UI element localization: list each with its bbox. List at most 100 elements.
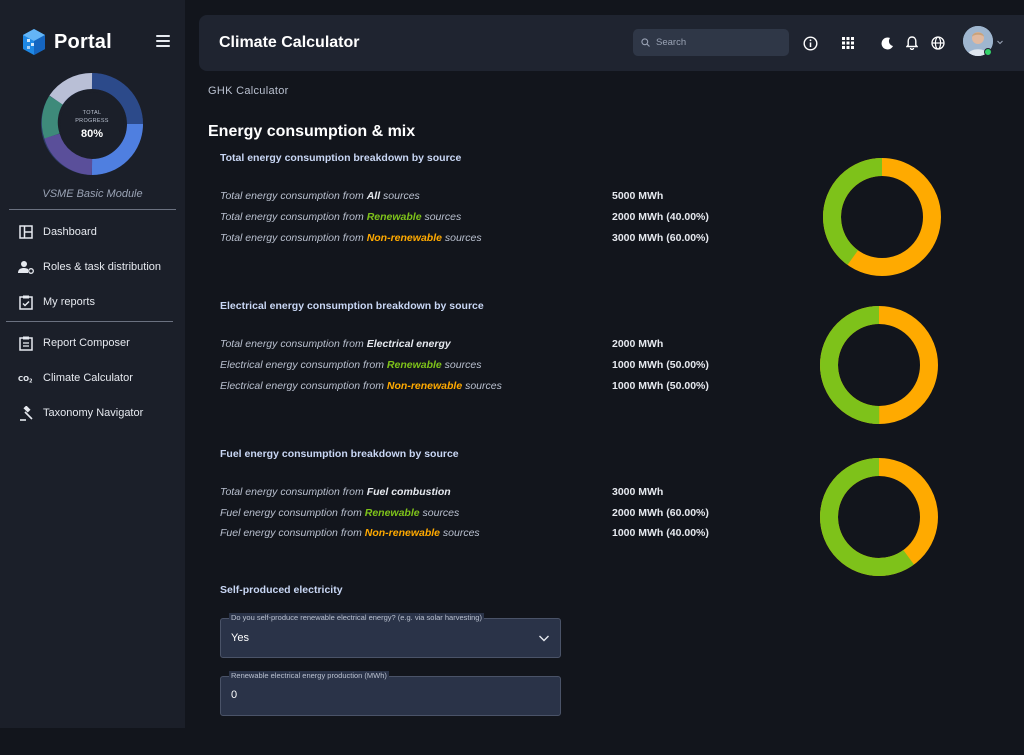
progress-label: TOTAL PROGRESS bbox=[40, 109, 144, 125]
total-row-renewable-label: Total energy consumption from Renewable … bbox=[220, 211, 461, 223]
dashboard-icon bbox=[18, 224, 34, 240]
apps-grid-icon[interactable] bbox=[839, 34, 857, 52]
row-label-prefix: Fuel energy consumption from bbox=[220, 527, 365, 539]
total-row-all-value: 5000 MWh bbox=[612, 190, 664, 202]
brand-name: Portal bbox=[54, 30, 112, 53]
sidebar-item-climate-calculator[interactable]: CO 2 Climate Calculator bbox=[18, 368, 133, 388]
renewable-segment bbox=[820, 306, 938, 424]
svg-text:CO: CO bbox=[18, 375, 29, 383]
chevron-down-icon bbox=[539, 635, 549, 642]
row-label-key: All bbox=[366, 190, 381, 202]
electrical-energy-donut-chart bbox=[820, 306, 938, 424]
fuel-breakdown-title: Fuel energy consumption breakdown by sou… bbox=[220, 448, 459, 460]
menu-toggle-icon[interactable] bbox=[156, 35, 170, 47]
self-produce-select-value: Yes bbox=[231, 632, 249, 644]
sidebar-item-taxonomy-navigator[interactable]: Taxonomy Navigator bbox=[18, 403, 143, 423]
self-produced-title: Self-produced electricity bbox=[220, 584, 343, 596]
electrical-row-renewable-label: Electrical energy consumption from Renew… bbox=[220, 359, 481, 371]
sidebar-item-dashboard[interactable]: Dashboard bbox=[18, 222, 97, 242]
renewable-production-label: Renewable electrical energy production (… bbox=[229, 671, 389, 681]
sidebar-item-my-reports[interactable]: My reports bbox=[18, 292, 95, 312]
fuel-row-nonrenewable-value: 1000 MWh (40.00%) bbox=[612, 527, 709, 539]
row-label-prefix: Electrical energy consumption from bbox=[220, 380, 387, 392]
page-title: Climate Calculator bbox=[219, 34, 360, 51]
co2-icon: CO 2 bbox=[18, 370, 34, 386]
row-label-key: Non-renewable bbox=[364, 527, 440, 539]
renewable-production-field[interactable]: Renewable electrical energy production (… bbox=[220, 671, 561, 716]
total-row-renewable-value: 2000 MWh (40.00%) bbox=[612, 211, 709, 223]
row-label-suffix: sources bbox=[462, 380, 502, 392]
row-label-suffix: sources bbox=[380, 190, 420, 202]
nav-divider bbox=[6, 321, 173, 322]
self-produce-select[interactable]: Do you self-produce renewable electrical… bbox=[220, 613, 561, 658]
row-label-key: Fuel combustion bbox=[366, 486, 451, 498]
sidebar-item-label: Taxonomy Navigator bbox=[43, 407, 144, 419]
fuel-energy-donut-chart bbox=[820, 458, 938, 576]
nav-divider bbox=[9, 209, 176, 210]
svg-text:2: 2 bbox=[29, 379, 33, 384]
fuel-row-renewable-value: 2000 MWh (60.00%) bbox=[612, 507, 709, 519]
sidebar-item-label: My reports bbox=[43, 296, 95, 308]
document-list-icon bbox=[18, 335, 34, 351]
renewable-production-input[interactable] bbox=[231, 689, 531, 701]
total-breakdown-title: Total energy consumption breakdown by so… bbox=[220, 152, 462, 164]
row-label-key: Non-renewable bbox=[386, 380, 463, 392]
sidebar-item-report-composer[interactable]: Report Composer bbox=[18, 333, 130, 353]
electrical-row-nonrenewable-label: Electrical energy consumption from Non-r… bbox=[220, 380, 502, 392]
row-label-suffix: sources bbox=[419, 507, 460, 519]
sidebar-item-roles[interactable]: Roles & task distribution bbox=[18, 257, 161, 277]
row-label-suffix: sources bbox=[441, 232, 482, 244]
sidebar-item-label: Dashboard bbox=[43, 226, 97, 238]
row-label-key: Renewable bbox=[366, 211, 422, 223]
row-label-suffix: sources bbox=[440, 527, 480, 539]
progress-label-line2: PROGRESS bbox=[75, 118, 109, 124]
language-globe-icon[interactable] bbox=[929, 34, 947, 52]
electrical-row-renewable-value: 1000 MWh (50.00%) bbox=[612, 359, 709, 371]
clipboard-check-icon bbox=[18, 294, 34, 310]
notification-bell-icon[interactable] bbox=[903, 34, 921, 52]
total-energy-donut-chart bbox=[823, 158, 941, 276]
portal-logo-icon bbox=[23, 29, 45, 55]
row-label-prefix: Fuel energy consumption from bbox=[220, 507, 365, 519]
row-label-suffix: sources bbox=[421, 211, 462, 223]
row-label-key: Non-renewable bbox=[366, 232, 442, 244]
fuel-row-total-label: Total energy consumption from Fuel combu… bbox=[220, 486, 451, 498]
chevron-down-icon[interactable] bbox=[996, 38, 1004, 46]
progress-value: 80% bbox=[80, 128, 104, 140]
gavel-icon bbox=[18, 405, 34, 421]
renewable-segment bbox=[820, 458, 938, 576]
fuel-row-nonrenewable-label: Fuel energy consumption from Non-renewab… bbox=[220, 527, 480, 539]
row-label-prefix: Total energy consumption from bbox=[220, 190, 367, 202]
total-row-nonrenewable-value: 3000 MWh (60.00%) bbox=[612, 232, 709, 244]
sidebar: Portal TOTAL PROGRESS 80% VSME Basic Mod… bbox=[0, 0, 185, 728]
breadcrumb: GHK Calculator bbox=[208, 85, 289, 97]
progress-center: TOTAL PROGRESS 80% bbox=[40, 72, 144, 176]
row-label-prefix: Total energy consumption from bbox=[220, 486, 367, 498]
search-box[interactable] bbox=[633, 29, 789, 56]
row-label-key: Electrical energy bbox=[366, 338, 451, 350]
sidebar-item-label: Roles & task distribution bbox=[43, 261, 161, 273]
row-label-prefix: Total energy consumption from bbox=[220, 232, 367, 244]
sidebar-item-label: Report Composer bbox=[43, 337, 130, 349]
electrical-row-total-label: Total energy consumption from Electrical… bbox=[220, 338, 451, 350]
info-icon[interactable] bbox=[801, 34, 819, 52]
section-title: Energy consumption & mix bbox=[208, 123, 416, 140]
self-produce-select-label: Do you self-produce renewable electrical… bbox=[229, 613, 484, 623]
renewable-segment bbox=[823, 158, 941, 276]
row-label-prefix: Total energy consumption from bbox=[220, 211, 367, 223]
row-label-key: Renewable bbox=[364, 507, 420, 519]
total-progress-chart bbox=[41, 72, 143, 175]
search-input[interactable] bbox=[656, 37, 776, 48]
total-row-nonrenewable-label: Total energy consumption from Non-renewa… bbox=[220, 232, 482, 244]
electrical-breakdown-title: Electrical energy consumption breakdown … bbox=[220, 300, 484, 312]
progress-label-line1: TOTAL bbox=[82, 110, 102, 116]
row-label-suffix: sources bbox=[441, 359, 482, 371]
brand[interactable]: Portal bbox=[22, 28, 112, 56]
fuel-row-total-value: 3000 MWh bbox=[612, 486, 664, 498]
search-icon bbox=[641, 38, 650, 47]
dark-mode-moon-icon[interactable] bbox=[878, 34, 896, 52]
row-label-prefix: Total energy consumption from bbox=[220, 338, 367, 350]
sidebar-item-label: Climate Calculator bbox=[43, 372, 133, 384]
user-gear-icon bbox=[18, 259, 34, 275]
row-label-key: Renewable bbox=[386, 359, 442, 371]
